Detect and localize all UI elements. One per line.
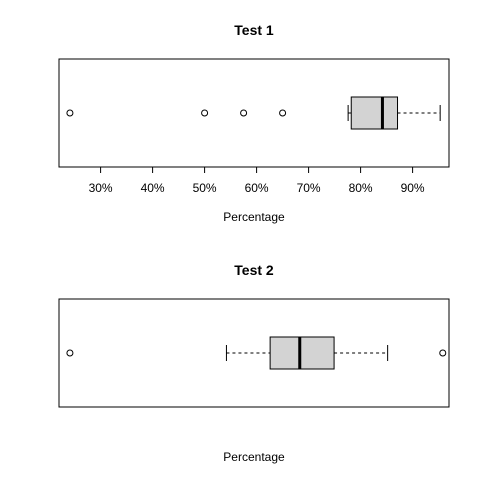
x-tick-label: 80% [349,181,373,195]
outlier-point [66,109,74,117]
outlier-point [201,109,209,117]
x-tick-label: 60% [245,181,269,195]
x-tick-label: 40% [141,181,165,195]
chart-title-2: Test 2 [234,262,274,278]
outlier-point [279,109,287,117]
x-axis-label-1: Percentage [223,210,285,224]
x-axis-1: 30% 40% 50% 60% 70% 80% 90% [89,166,425,195]
outlier-point [66,349,74,357]
x-axis-label-2: Percentage [223,450,285,464]
outlier-point [439,349,447,357]
x-tick-label: 50% [193,181,217,195]
x-tick-label: 90% [401,181,425,195]
plot-frame-2 [58,298,450,408]
x-tick-label: 30% [89,181,113,195]
panel-test-1: Test 1 30% 40% 50% 60% 70% 80% 90% Percentage [58,22,450,224]
outlier-point [240,109,248,117]
iqr-box [350,96,399,130]
x-tick-label: 70% [297,181,321,195]
boxplot-marks-1 [66,96,441,130]
panel-test-2: Test 2 Percentage [58,262,450,464]
chart-title-1: Test 1 [234,22,274,38]
boxplot-marks-2 [66,336,447,370]
iqr-box [269,336,335,370]
